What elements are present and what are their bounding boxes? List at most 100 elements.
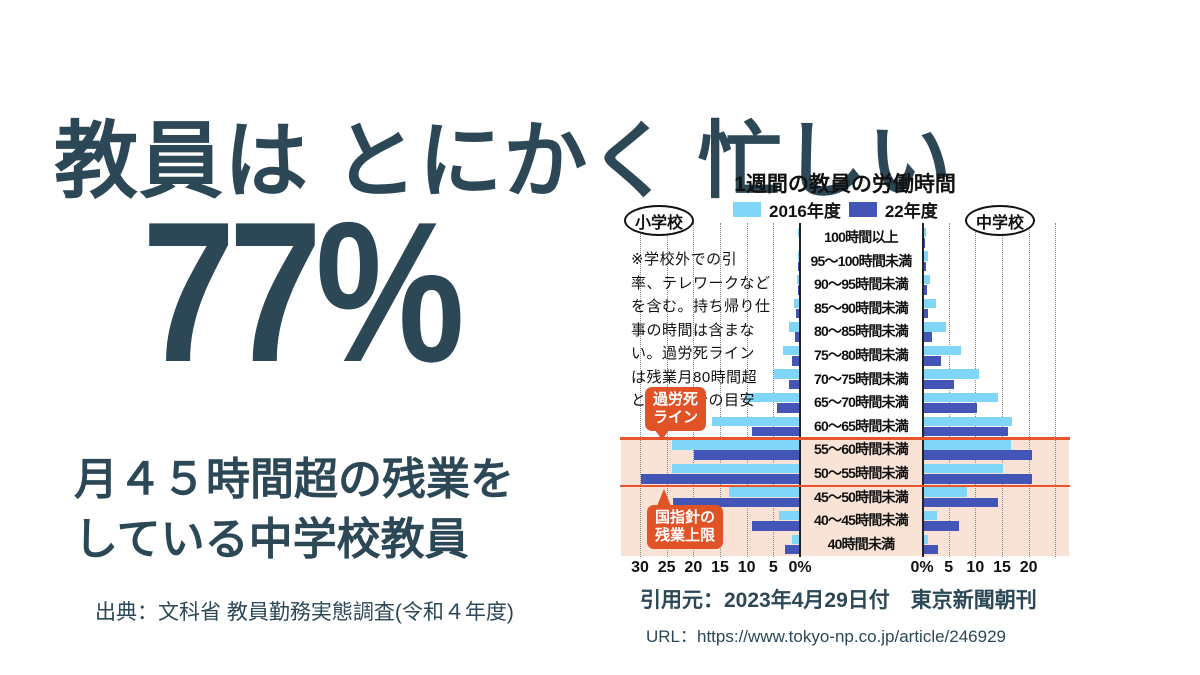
bar-elementary-2016 (797, 251, 799, 261)
bar-elementary-2016 (745, 392, 799, 403)
bar-junior-high-2016 (924, 322, 947, 332)
left-axis-tick: 5 (768, 559, 778, 577)
karoshi-line-annotation: 過労死 ライン (645, 387, 707, 440)
chart-legend: 2016年度 22年度 (733, 197, 938, 222)
stat-caption-line-2: している中学校教員 (74, 514, 469, 564)
bar-junior-high-2022 (924, 521, 959, 531)
right-axis-tick: 0% (910, 559, 934, 577)
bar-elementary-2016 (672, 463, 799, 474)
bar-junior-high-2016 (924, 487, 968, 497)
category-label: 85～90時間未満 (814, 299, 909, 316)
bar-junior-high-2022 (924, 450, 1033, 460)
legend-swatch-2022 (848, 202, 877, 217)
karoshi-divider-line (620, 437, 1070, 440)
legend-label-2022: 22年度 (884, 202, 938, 221)
legend-label-2016: 2016年度 (769, 202, 841, 221)
category-label: 50～55時間未満 (814, 465, 909, 481)
right-axis-tick: 5 (944, 559, 954, 577)
category-label: 55～60時間未満 (814, 441, 909, 458)
zero-axis-line (922, 223, 924, 557)
bar-junior-high-2022 (924, 379, 955, 390)
stat-caption: 月４５時間超の残業を している中学校教員 (74, 450, 514, 570)
source-note: 出典：文科省 教員勤務実態調査(令和４年度) (95, 601, 514, 624)
right-axis-tick: 20 (1019, 559, 1038, 577)
bar-elementary-2022 (797, 285, 799, 295)
bar-elementary-2016 (798, 227, 799, 238)
bar-elementary-2016 (789, 322, 799, 332)
bar-junior-high-2022 (924, 426, 1009, 437)
citation-block: 引用元：2023年4月29日付 東京新聞朝刊 URL：https://www.t… (640, 584, 1037, 647)
stat-caption-line-1: 月４５時間超の残業を (74, 455, 514, 504)
gridline (720, 223, 721, 557)
category-label: 60～65時間未満 (814, 417, 909, 434)
bar-elementary-2016 (796, 274, 799, 285)
category-label: 100時間以上 (824, 229, 899, 245)
bar-junior-high-2016 (924, 251, 928, 261)
bar-elementary-2016 (783, 345, 799, 356)
bar-elementary-2016 (791, 534, 799, 545)
bar-junior-high-2016 (924, 416, 1012, 427)
right-axis-tick: 15 (993, 559, 1011, 577)
citation-source: 引用元：2023年4月29日付 東京新聞朝刊 (640, 589, 1037, 612)
bar-elementary-2022 (788, 379, 799, 390)
left-axis-tick: 20 (684, 559, 703, 577)
weekly-labor-hours-chart: 1週間の教員の労働時間 2016年度 22年度 小学校 中学校 100時間以上 9… (620, 168, 1070, 582)
group-label-elementary-school: 小学校 (624, 205, 695, 236)
bar-junior-high-2022 (924, 356, 942, 366)
bar-elementary-2022 (784, 544, 799, 555)
bar-elementary-2016 (793, 298, 799, 309)
gridline (1002, 223, 1003, 557)
bar-junior-high-2022 (924, 497, 998, 508)
bar-junior-high-2022 (924, 332, 932, 342)
bar-junior-high-2022 (924, 544, 938, 555)
bar-junior-high-2016 (924, 227, 926, 238)
gridline (1028, 223, 1030, 557)
bar-elementary-2022 (794, 332, 799, 342)
category-label: 95～100時間未満 (810, 252, 913, 269)
gridline (1055, 223, 1057, 557)
category-label: 40～45時間未満 (814, 512, 909, 529)
bar-elementary-2022 (752, 426, 799, 437)
bar-elementary-2016 (773, 369, 799, 379)
bar-junior-high-2016 (924, 345, 962, 356)
bar-junior-high-2016 (924, 298, 936, 309)
bar-junior-high-2022 (924, 474, 1033, 484)
bar-junior-high-2022 (924, 261, 926, 272)
bar-junior-high-2022 (924, 308, 929, 319)
category-label: 75～80時間未満 (814, 347, 909, 363)
bar-junior-high-2022 (924, 238, 925, 248)
category-label: 90～95時間未満 (814, 276, 909, 293)
left-axis-tick: 15 (711, 559, 729, 577)
guideline-divider-line (620, 484, 1070, 488)
category-label: 45～50時間未満 (814, 488, 909, 505)
bar-elementary-2016 (712, 416, 799, 427)
bar-junior-high-2016 (924, 440, 1011, 450)
left-axis-tick: 10 (737, 559, 756, 577)
bar-elementary-2022 (693, 450, 799, 460)
left-axis-tick: 25 (657, 559, 676, 577)
bar-junior-high-2016 (924, 463, 1003, 474)
gridline (948, 223, 950, 557)
group-label-junior-high-school: 中学校 (965, 205, 1036, 236)
gridline (746, 223, 748, 557)
bar-elementary-2016 (672, 440, 799, 450)
bar-junior-high-2022 (924, 403, 978, 413)
zero-axis-line (799, 223, 801, 557)
gridline (975, 223, 977, 557)
bar-junior-high-2016 (924, 274, 931, 285)
bar-elementary-2022 (640, 474, 799, 484)
slide-title: 教員は とにかく 忙しい (54, 114, 953, 209)
right-axis-tick: 10 (966, 559, 985, 577)
bar-elementary-2022 (796, 308, 799, 319)
bar-elementary-2022 (792, 356, 799, 366)
overtime-guideline-annotation: 国指針の 残業上限 (647, 489, 724, 549)
citation-url: URL：https://www.tokyo-np.co.jp/article/2… (646, 627, 1007, 646)
bar-elementary-2016 (778, 510, 799, 521)
gridline (640, 223, 641, 557)
bar-elementary-2022 (798, 261, 799, 272)
category-label: 80～85時間未満 (814, 323, 909, 340)
legend-swatch-2016 (733, 202, 761, 217)
left-axis-tick: 30 (631, 559, 649, 577)
category-label: 40時間未満 (827, 535, 896, 552)
